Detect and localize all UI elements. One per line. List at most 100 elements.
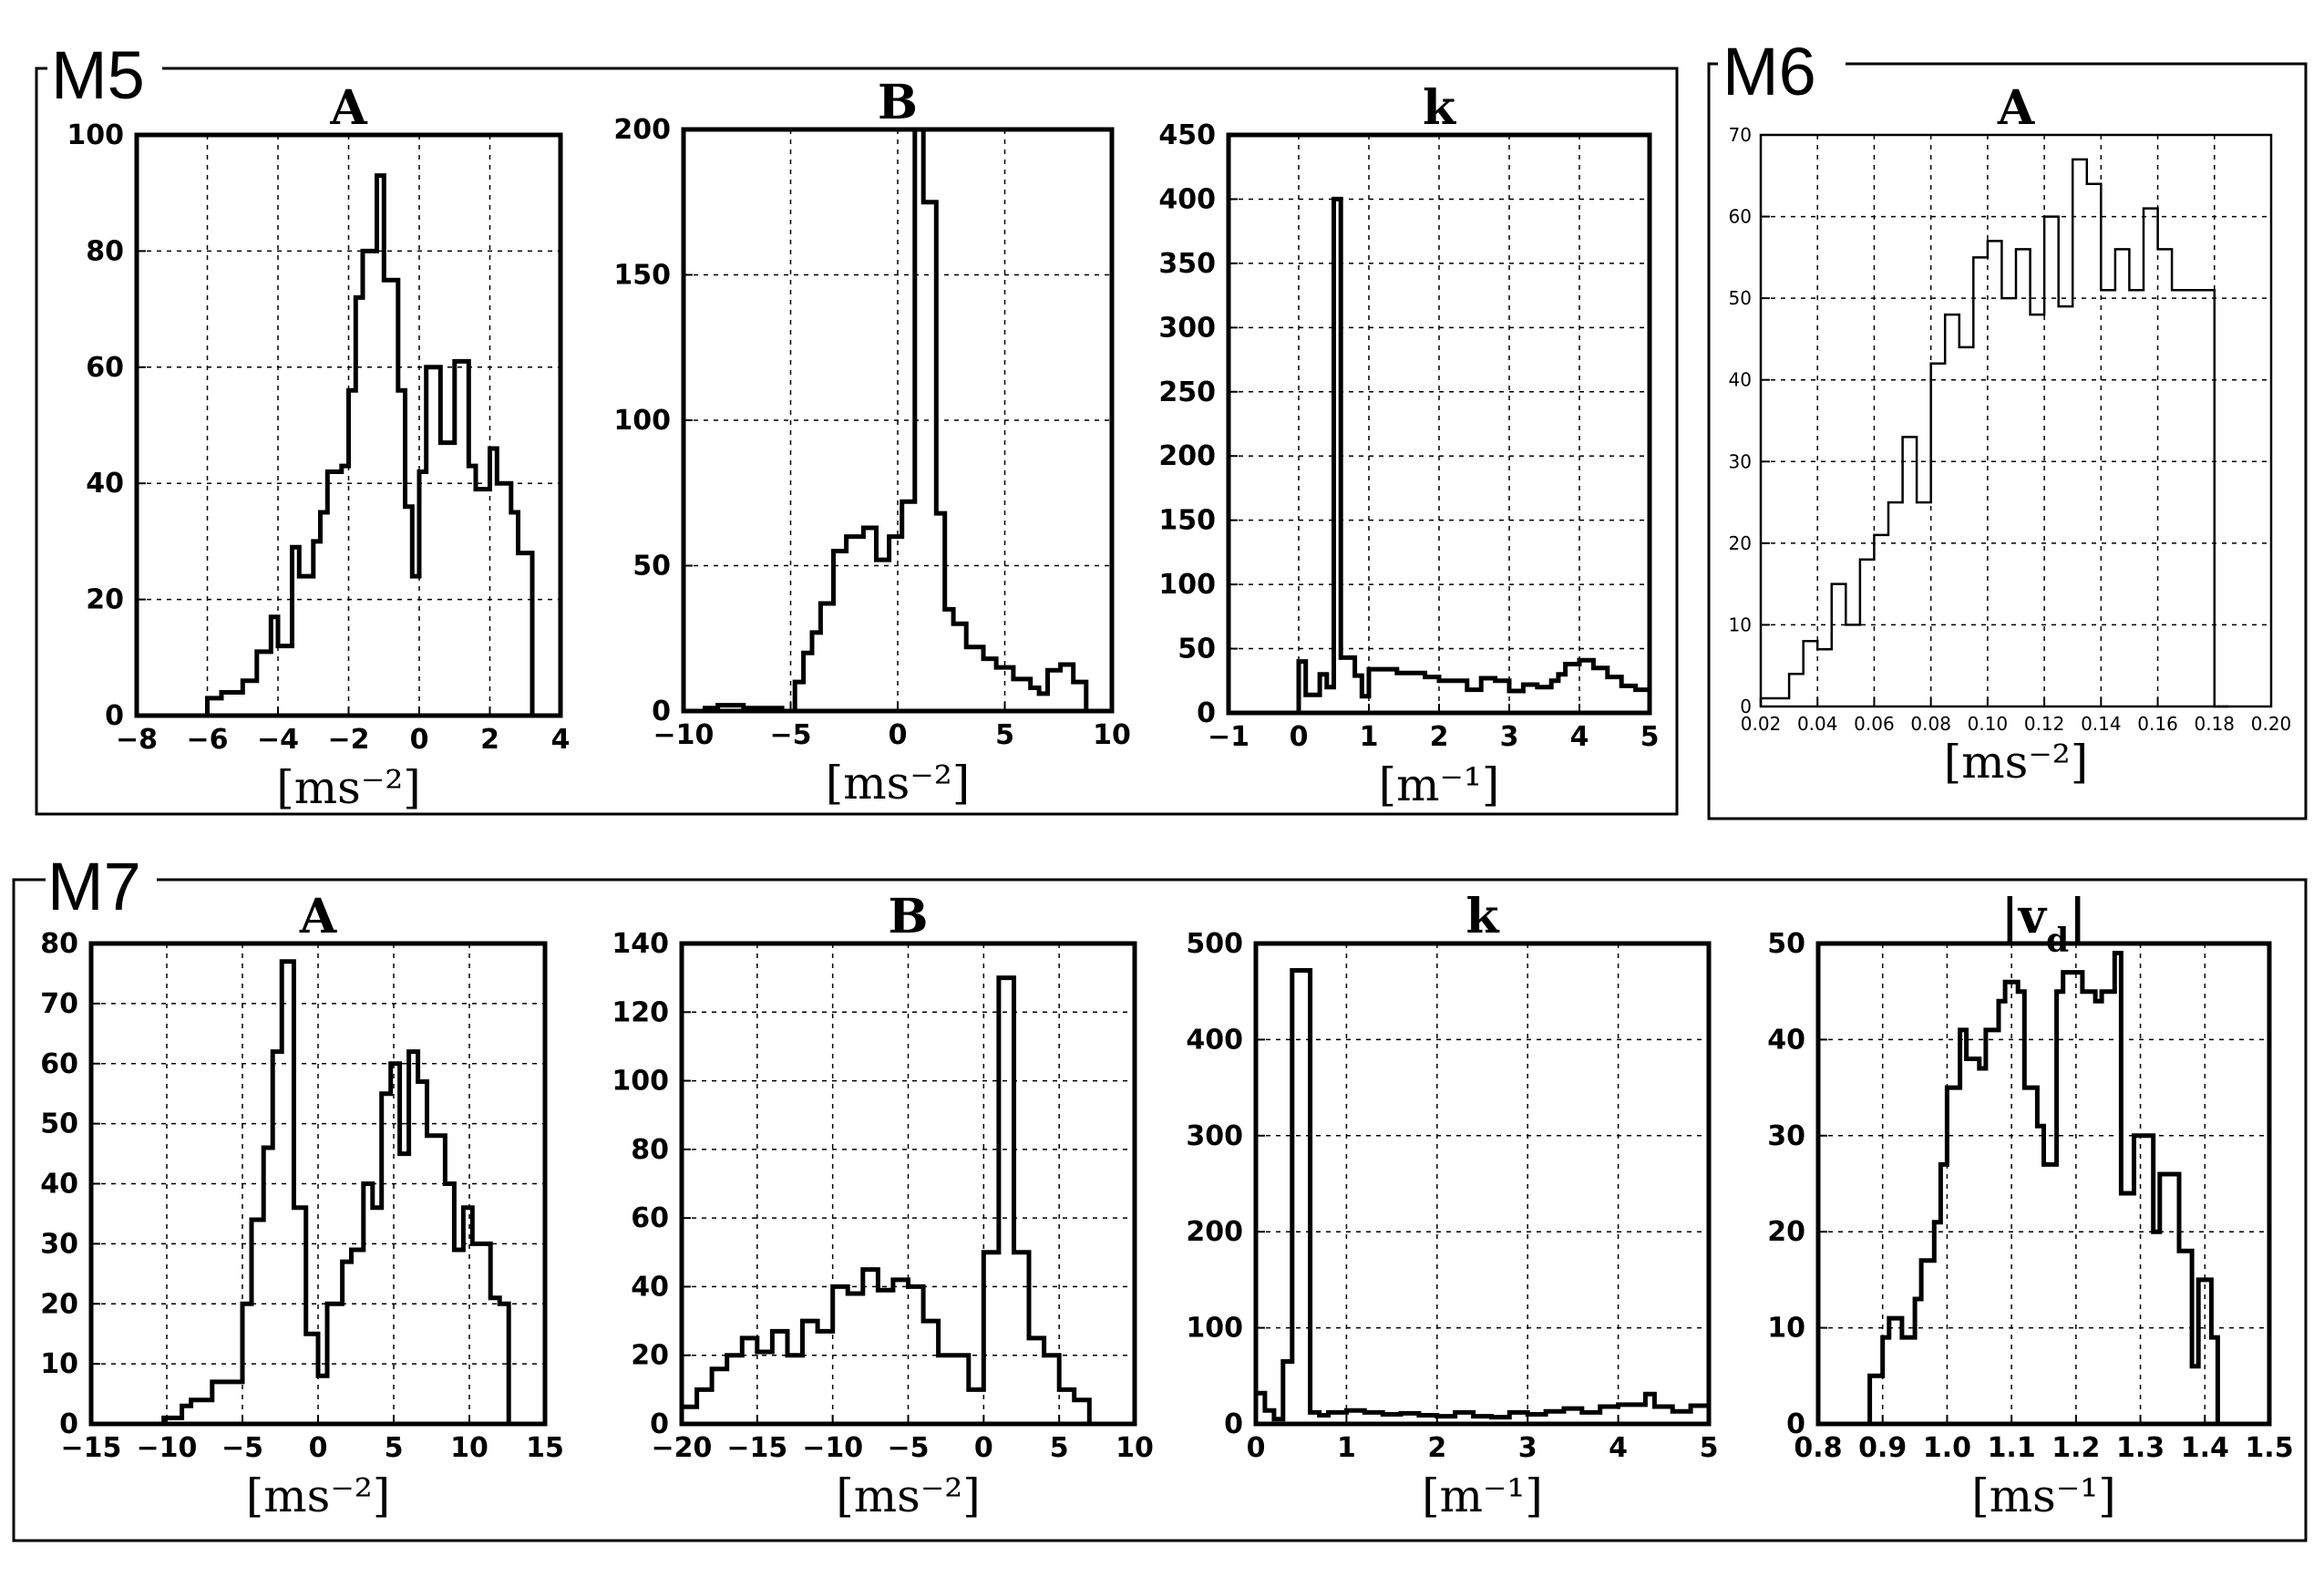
chart-panel: −15 −10 −5 0 5 10 15 0 10 20 30 40 50 60 70 80 A [ms⁻²] xyxy=(40,889,564,1522)
y-tick-label: 100 xyxy=(1158,569,1216,601)
y-tick-label: 250 xyxy=(1158,376,1216,408)
y-tick-label: 300 xyxy=(1186,1120,1243,1152)
y-tick-label: 0 xyxy=(59,1408,78,1440)
y-tick-label: 150 xyxy=(1158,505,1216,537)
y-tick-label: 100 xyxy=(612,1066,669,1098)
y-tick-label: 50 xyxy=(40,1109,78,1140)
x-tick-label: 2 xyxy=(480,724,499,756)
x-tick-label: −20 xyxy=(652,1432,713,1464)
histogram-steps xyxy=(1867,951,2225,1427)
x-axis-label: [ms⁻²] xyxy=(1944,736,2089,789)
x-tick-label: 0.02 xyxy=(1741,713,1782,735)
histogram-steps xyxy=(161,959,519,1427)
group-label-m5: M5 xyxy=(51,37,145,113)
x-tick-label: 1 xyxy=(1337,1432,1356,1464)
y-tick-label: 140 xyxy=(612,928,669,960)
y-tick-label: 20 xyxy=(1767,1216,1805,1248)
x-tick-label: 1.4 xyxy=(2181,1432,2229,1464)
x-tick-label: −15 xyxy=(61,1432,122,1464)
y-tick-label: 100 xyxy=(1186,1313,1243,1345)
y-tick-label: 50 xyxy=(1767,928,1805,960)
y-tick-label: 60 xyxy=(631,1202,669,1234)
y-tick-label: 40 xyxy=(631,1271,669,1303)
y-tick-label: 400 xyxy=(1186,1024,1243,1056)
x-tick-label: 0 xyxy=(889,719,908,751)
y-tick-label: 400 xyxy=(1158,183,1216,215)
y-tick-label: 0 xyxy=(1740,696,1752,717)
x-tick-label: 0 xyxy=(1247,1432,1266,1464)
group-frame-m7: M7 xyxy=(12,846,2308,1542)
y-tick-label: 0 xyxy=(1197,697,1216,729)
x-tick-label: 0.10 xyxy=(1968,713,2009,735)
x-axis-label: [ms⁻²] xyxy=(836,1469,981,1522)
axes-frame xyxy=(1815,941,2272,1427)
group-label-m6: M6 xyxy=(1722,34,1816,109)
y-tick-label: 200 xyxy=(1158,440,1216,472)
x-tick-label: 0.8 xyxy=(1794,1432,1842,1464)
y-tick-label: 40 xyxy=(1729,369,1752,391)
x-axis-label: [ms⁻²] xyxy=(826,757,971,809)
x-tick-label: 2 xyxy=(1430,721,1449,753)
y-tick-label: 60 xyxy=(40,1048,78,1080)
y-tick-label: 0 xyxy=(650,1408,669,1440)
y-tick-label: 40 xyxy=(1767,1024,1805,1056)
y-tick-label: 350 xyxy=(1158,248,1216,280)
y-tick-label: 80 xyxy=(86,235,124,267)
histogram-steps xyxy=(1291,196,1652,716)
y-tick-label: 20 xyxy=(86,584,124,616)
x-tick-label: 15 xyxy=(526,1432,564,1464)
x-tick-label: 5 xyxy=(385,1432,404,1464)
x-tick-label: 5 xyxy=(1700,1432,1719,1464)
y-tick-label: 10 xyxy=(40,1348,78,1380)
x-tick-label: −2 xyxy=(327,724,369,756)
x-tick-label: 1.3 xyxy=(2116,1432,2165,1464)
x-tick-label: 4 xyxy=(1570,721,1589,753)
x-tick-label: −15 xyxy=(726,1432,787,1464)
x-tick-label: 1.5 xyxy=(2245,1432,2293,1464)
x-tick-label: 0.9 xyxy=(1858,1432,1907,1464)
x-tick-label: 1.0 xyxy=(1923,1432,1971,1464)
x-tick-label: 3 xyxy=(1500,721,1519,753)
panel-title: k xyxy=(1465,889,1499,944)
y-tick-label: 0 xyxy=(105,700,124,732)
histogram-steps xyxy=(1759,158,2229,708)
x-tick-label: 0 xyxy=(974,1432,993,1464)
y-tick-label: 200 xyxy=(1186,1216,1243,1248)
x-tick-label: 10 xyxy=(450,1432,488,1464)
y-tick-label: 20 xyxy=(1729,532,1752,554)
x-axis-label: [ms⁻²] xyxy=(276,761,421,814)
chart-panel: 0.8 0.9 1.0 1.1 1.2 1.3 1.4 1.5 0 10 20 30 40 50 |vd| [… xyxy=(1767,889,2293,1522)
histogram-steps xyxy=(1253,968,1712,1424)
x-tick-label: 1 xyxy=(1360,721,1379,753)
x-tick-label: 10 xyxy=(1093,719,1131,751)
y-tick-label: 80 xyxy=(40,928,78,960)
x-axis-label: [m⁻¹] xyxy=(1379,758,1500,811)
panel-title: k xyxy=(1423,80,1456,136)
y-tick-label: 100 xyxy=(67,119,124,151)
x-tick-label: 0.16 xyxy=(2137,713,2178,735)
panel-title: |vd| xyxy=(2001,889,2086,960)
y-tick-label: 20 xyxy=(40,1288,78,1320)
plot-area xyxy=(1256,944,1709,1424)
histogram-steps xyxy=(200,173,547,718)
x-tick-label: 0.20 xyxy=(2251,713,2292,735)
x-tick-label: −4 xyxy=(257,724,299,756)
x-tick-label: 0 xyxy=(410,724,429,756)
y-tick-label: 70 xyxy=(40,988,78,1020)
x-tick-label: −10 xyxy=(137,1432,198,1464)
x-tick-label: −1 xyxy=(1208,721,1249,753)
x-tick-label: 5 xyxy=(1050,1432,1069,1464)
y-tick-label: 30 xyxy=(1767,1120,1805,1152)
axes-frame xyxy=(1759,133,2273,708)
y-tick-label: 500 xyxy=(1186,928,1243,960)
x-axis-label: [ms⁻¹] xyxy=(1971,1469,2116,1522)
y-tick-label: 0 xyxy=(1224,1408,1243,1440)
x-tick-label: −8 xyxy=(116,724,158,756)
chart-panel: 0.02 0.04 0.06 0.08 0.10 0.12 0.14 0.16 0.18 0.20… xyxy=(1729,80,2292,789)
y-tick-label: 40 xyxy=(40,1169,78,1201)
x-tick-label: −10 xyxy=(802,1432,863,1464)
x-tick-label: 5 xyxy=(995,719,1014,751)
